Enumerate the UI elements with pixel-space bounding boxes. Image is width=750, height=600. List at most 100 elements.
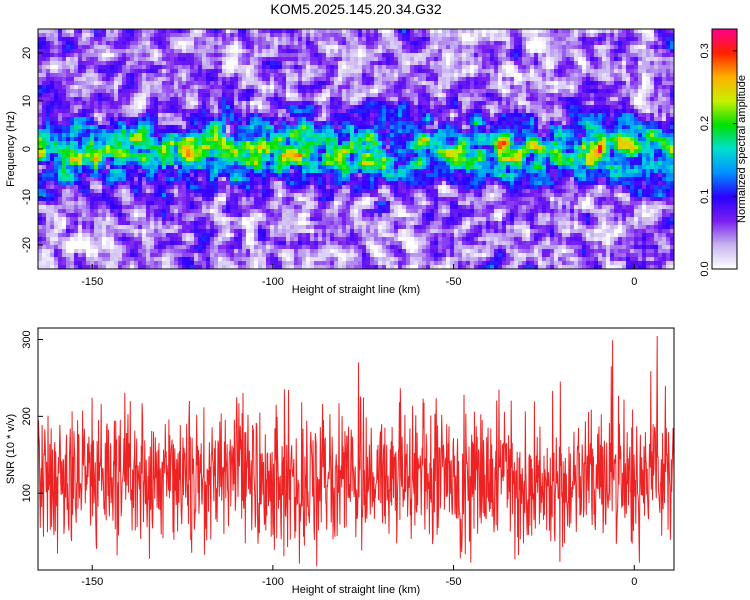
heatmap-cell xyxy=(522,61,527,66)
heatmap-cell xyxy=(266,37,271,42)
heatmap-cell xyxy=(254,29,259,34)
heatmap-cell xyxy=(390,129,395,134)
heatmap-cell xyxy=(402,81,407,86)
heatmap-cell xyxy=(406,57,411,62)
heatmap-cell xyxy=(310,65,315,70)
heatmap-cell xyxy=(614,61,619,66)
heatmap-cell xyxy=(534,33,539,38)
heatmap-cell xyxy=(566,57,571,62)
heatmap-cell xyxy=(466,125,471,130)
heatmap-cell xyxy=(378,77,383,82)
heatmap-cell xyxy=(554,113,559,118)
heatmap-cell xyxy=(238,89,243,94)
heatmap-cell xyxy=(282,109,287,114)
heatmap-cell xyxy=(122,133,127,138)
heatmap-cell xyxy=(518,105,523,110)
heatmap-cell xyxy=(306,137,311,142)
heatmap-cell xyxy=(574,57,579,62)
heatmap-cell xyxy=(90,101,95,106)
heatmap-cell xyxy=(590,125,595,130)
heatmap-cell xyxy=(394,65,399,70)
heatmap-cell xyxy=(194,89,199,94)
heatmap-cell xyxy=(334,97,339,102)
heatmap-cell xyxy=(62,81,67,86)
heatmap-cell xyxy=(142,45,147,50)
heatmap-cell xyxy=(146,97,151,102)
heatmap-cell xyxy=(534,105,539,110)
heatmap-cell xyxy=(250,125,255,130)
heatmap-cell xyxy=(226,105,231,110)
heatmap-cell xyxy=(138,105,143,110)
heatmap-cell xyxy=(514,53,519,58)
heatmap-cell xyxy=(670,57,675,62)
heatmap-cell xyxy=(110,45,115,50)
heatmap-cell xyxy=(398,85,403,90)
heatmap-cell xyxy=(530,137,535,142)
heatmap-cell xyxy=(502,49,507,54)
heatmap-cell xyxy=(450,133,455,138)
heatmap-cell xyxy=(166,81,171,86)
heatmap-cell xyxy=(602,101,607,106)
heatmap-cell xyxy=(298,97,303,102)
heatmap-cell xyxy=(98,129,103,134)
heatmap-cell xyxy=(374,85,379,90)
heatmap-cell xyxy=(282,93,287,98)
heatmap-cell xyxy=(202,69,207,74)
heatmap-cell xyxy=(446,33,451,38)
heatmap-cell xyxy=(322,33,327,38)
heatmap-cell xyxy=(54,129,59,134)
heatmap-cell xyxy=(306,105,311,110)
heatmap-cell xyxy=(514,117,519,122)
heatmap-cell xyxy=(346,125,351,130)
heatmap-cell xyxy=(62,33,67,38)
heatmap-cell xyxy=(70,101,75,106)
heatmap-cell xyxy=(142,137,147,142)
heatmap-cell xyxy=(662,125,667,130)
heatmap-cell xyxy=(550,41,555,46)
heatmap-cell xyxy=(666,105,671,110)
heatmap-cell xyxy=(378,45,383,50)
heatmap-cell xyxy=(226,41,231,46)
heatmap-cell xyxy=(62,145,67,150)
heatmap-cell xyxy=(302,113,307,118)
heatmap-cell xyxy=(414,149,419,154)
heatmap-cell xyxy=(426,49,431,54)
heatmap-cell xyxy=(498,93,503,98)
heatmap-cell xyxy=(302,125,307,130)
heatmap-cell xyxy=(526,69,531,74)
heatmap-cell xyxy=(110,93,115,98)
heatmap-cell xyxy=(410,145,415,150)
heatmap-cell xyxy=(70,37,75,42)
heatmap-cell xyxy=(454,141,459,146)
heatmap-cell xyxy=(302,61,307,66)
heatmap-cell xyxy=(566,141,571,146)
heatmap-cell xyxy=(458,53,463,58)
heatmap-cell xyxy=(198,89,203,94)
heatmap-cell xyxy=(646,137,651,142)
heatmap-cell xyxy=(378,97,383,102)
heatmap-cell xyxy=(450,141,455,146)
heatmap-cell xyxy=(406,73,411,78)
heatmap-cell xyxy=(366,121,371,126)
heatmap-cell xyxy=(630,85,635,90)
heatmap-cell xyxy=(434,121,439,126)
heatmap-cell xyxy=(42,73,47,78)
heatmap-cell xyxy=(286,133,291,138)
heatmap-cell xyxy=(54,81,59,86)
heatmap-cell xyxy=(278,77,283,82)
heatmap-cell xyxy=(534,89,539,94)
heatmap-cell xyxy=(514,145,519,150)
heatmap-cell xyxy=(250,69,255,74)
heatmap-cell xyxy=(214,77,219,82)
heatmap-cell xyxy=(566,41,571,46)
heatmap-cell xyxy=(398,53,403,58)
heatmap-cell xyxy=(374,93,379,98)
heatmap-cell xyxy=(290,73,295,78)
heatmap-cell xyxy=(330,85,335,90)
heatmap-cell xyxy=(398,109,403,114)
heatmap-cell xyxy=(618,69,623,74)
heatmap-cell xyxy=(390,49,395,54)
heatmap-cell xyxy=(646,49,651,54)
heatmap-cell xyxy=(598,93,603,98)
heatmap-cell xyxy=(362,121,367,126)
